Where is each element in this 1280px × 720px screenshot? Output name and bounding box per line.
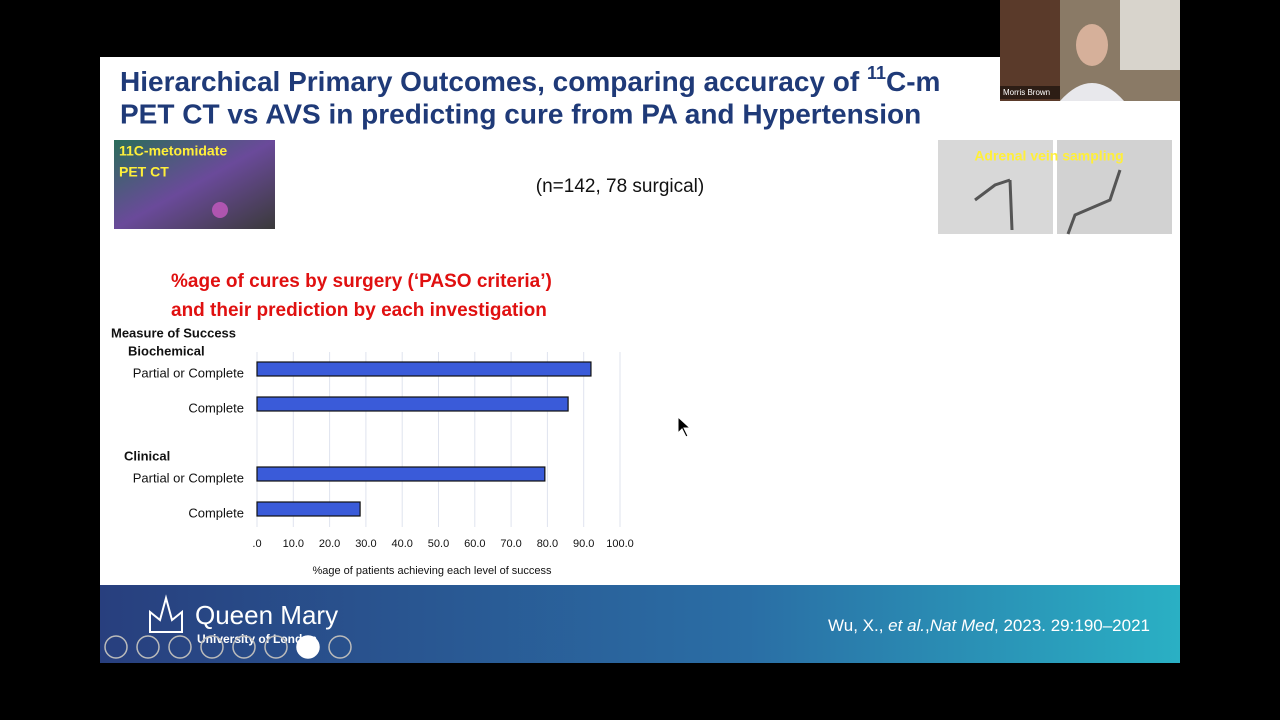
video-person [1076,24,1108,66]
slides-button[interactable] [200,635,224,659]
video-window [1120,0,1180,70]
group-label: Biochemical [128,343,205,358]
x-tick-label: 90.0 [573,538,594,550]
presenter-controls [104,635,352,659]
next-button[interactable] [136,635,160,659]
x-tick-label: 80.0 [537,538,558,550]
logo-sub: University of London [197,632,317,646]
avs-image [938,140,1053,234]
participant-name: Morris Brown [1003,88,1050,97]
avs-image-detail [974,169,1122,235]
image-label: 11C-metomidate [119,143,227,159]
legend-title: Measure of Success [111,325,236,340]
y-tick-label: Complete [188,400,244,415]
y-tick-label: Partial or Complete [133,365,244,380]
camera-button[interactable] [296,635,320,659]
pet-image [114,140,275,229]
y-tick-label: Partial or Complete [133,470,244,485]
footer-band [100,585,1180,663]
logo-crest [149,594,183,633]
video-bookshelf [1000,0,1060,101]
citation-part: Wu, X., [828,616,888,635]
chart: Measure of Success %age of patients achi… [111,325,634,576]
x-tick-label: 20.0 [319,538,340,550]
group-label: Clinical [124,448,170,463]
title-sup: 11 [867,63,886,83]
x-tick-label: 10.0 [283,538,304,550]
title-line: PET CT vs AVS in predicting cure from PA… [120,98,921,129]
bar [256,361,592,377]
zoom-button[interactable] [232,635,256,659]
bar [256,396,569,412]
x-tick-label: 70.0 [500,538,521,550]
title-line: Hierarchical Primary Outcomes, comparing… [120,63,940,98]
pen-button[interactable] [168,635,192,659]
video-person [1060,83,1124,101]
video-name-bg [1000,86,1060,99]
chart-heading: and their prediction by each investigati… [171,300,547,321]
x-tick-label: 50.0 [428,538,449,550]
x-tick-label: 40.0 [391,538,412,550]
citation-part: et al. [888,616,925,635]
sample-note: (n=142, 78 surgical) [536,176,704,197]
citation-part: , [925,616,930,635]
prev-button[interactable] [104,635,128,659]
logo-name: Queen Mary [195,600,338,630]
x-tick-label: 30.0 [355,538,376,550]
more-button[interactable] [328,635,352,659]
x-tick-label: 100.0 [606,538,634,550]
y-tick-label: Complete [188,505,244,520]
pet-image-detail [212,202,228,218]
x-tick-label: .0 [252,538,261,550]
image-label: PET CT [119,164,169,180]
image-label: Adrenal vein sampling [974,148,1123,164]
mouse-cursor [677,415,692,438]
citation-part: Nat Med [930,616,995,635]
citation: Wu, X., et al.,Nat Med, 2023. 29:190–202… [828,616,1150,635]
bar [256,466,546,482]
title-text: C-m [886,66,940,97]
x-tick-label: 60.0 [464,538,485,550]
citation-part: , 2023. 29:190–2021 [994,616,1150,635]
x-axis-label: %age of patients achieving each level of… [312,565,552,577]
chart-heading: %age of cures by surgery (‘PASO criteria… [171,271,552,292]
subtitles-button[interactable] [264,635,288,659]
title-text: Hierarchical Primary Outcomes, comparing… [120,66,867,97]
bar [256,501,361,517]
